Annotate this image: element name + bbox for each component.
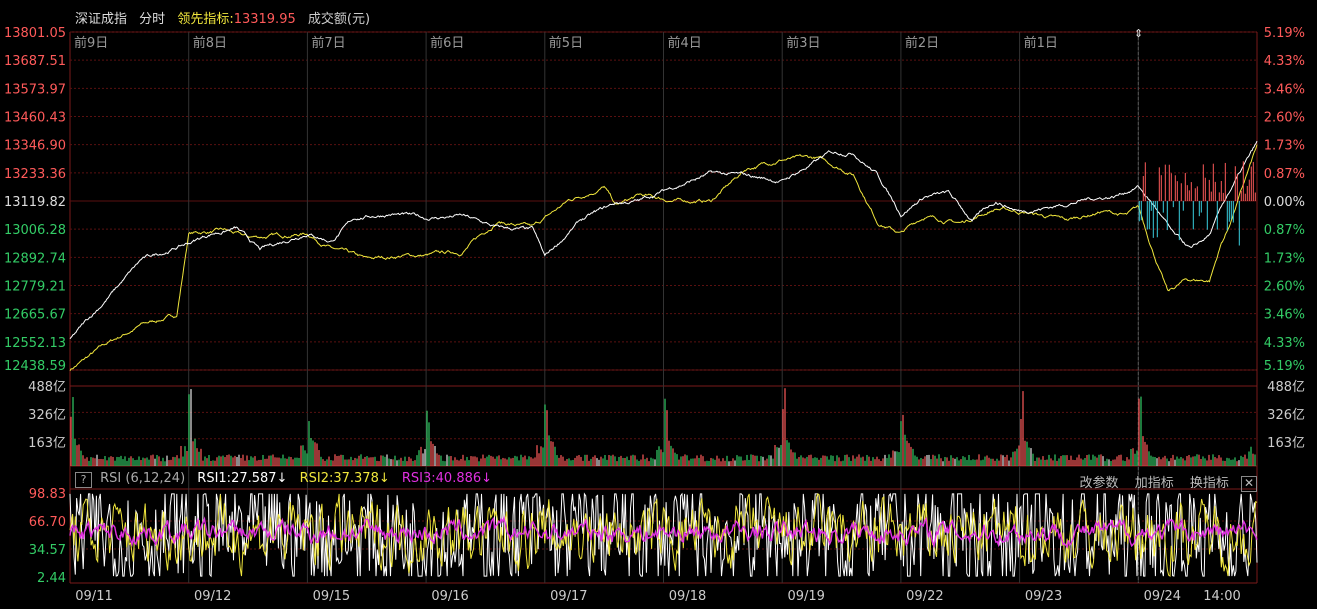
rsi-tick: 34.57 [29,543,66,558]
lead-label: 领先指标: [177,12,234,27]
edit-params-button[interactable]: 改参数 [1079,476,1119,491]
date-label: 09/18 [669,589,706,604]
date-label: 09/11 [75,589,112,604]
mode-label[interactable]: 分时 [139,12,166,27]
lead-line [69,144,1258,372]
svg-text:⇕: ⇕ [1134,27,1143,40]
chart-header: 深证成指 分时 领先指标:13319.95 成交额(元) [75,8,378,27]
date-label: 09/24 [1144,589,1181,604]
date-label: 09/19 [787,589,824,604]
price-tick: 12438.59 [4,359,66,374]
price-tick: 13801.05 [4,26,66,41]
price-tick: 12665.67 [4,308,66,323]
volume-tick: 163亿 [1267,436,1305,451]
percent-tick: 5.19% [1264,359,1305,374]
percent-tick: 2.60% [1264,111,1305,126]
help-icon[interactable]: ? [75,472,92,488]
volume-tick: 488亿 [1267,380,1305,395]
rsi-axis: 98.83 66.70 34.57 2.44 [29,487,66,586]
pin-icon[interactable]: ⇕ [1134,27,1143,40]
volume-tick: 488亿 [28,380,66,395]
grid-lines [69,31,1258,584]
rsi2-line [69,493,1258,578]
date-label: 09/12 [194,589,231,604]
rsi3-value: RSI3:40.886↓ [401,471,493,486]
session-label: 前5日 [549,35,583,51]
session-label: 前3日 [786,35,820,51]
price-tick: 13460.43 [4,111,66,126]
price-tick: 13687.51 [4,54,66,69]
lead-indicator: 领先指标: [177,12,233,27]
price-tick: 13006.28 [4,223,66,238]
price-tick: 12779.21 [4,280,66,295]
date-label: 09/22 [906,589,943,604]
add-indicator-button[interactable]: 加指标 [1134,476,1174,491]
price-tick: 12892.74 [4,251,66,266]
volume-tick: 326亿 [28,408,66,423]
percent-tick: 3.46% [1264,308,1305,323]
date-label: 14:00 [1203,589,1240,604]
rsi-tick: 98.83 [29,487,66,502]
price-tick: 13573.97 [4,82,66,97]
percent-tick: 1.73% [1264,139,1305,154]
date-label: 09/15 [313,589,350,604]
rsi1-value: RSI1:27.587↓ [197,471,288,486]
volume-label: 成交额(元) [307,12,371,27]
percent-tick: 0.00% [1264,195,1305,210]
close-icon[interactable]: ✕ [1241,476,1257,492]
date-axis: 09/11 09/12 09/15 09/16 09/17 09/18 09/19 09/22… [75,589,1240,604]
session-labels: 前9日 前8日 前7日 前6日 前5日 前4日 前3日 前2日 前1日 [74,35,1058,51]
session-label: 前4日 [668,35,702,51]
price-tick: 13346.90 [4,139,66,154]
index-name: 深证成指 [75,12,128,27]
volume-axis: 488亿 488亿 326亿 326亿 163亿 163亿 [28,380,1305,451]
session-label: 前8日 [193,35,227,51]
percent-tick: 2.60% [1264,280,1305,295]
volume-bars [70,388,1256,466]
volume-tick: 326亿 [1267,408,1305,423]
percent-tick: 5.19% [1264,26,1305,41]
today-deviation-bars [1138,161,1256,246]
session-label: 前7日 [311,35,345,51]
percent-tick: 3.46% [1264,82,1305,97]
session-label: 前6日 [430,35,464,51]
volume-tick: 163亿 [28,436,66,451]
percent-tick: 0.87% [1264,223,1305,238]
date-label: 09/17 [550,589,587,604]
price-line [69,140,1258,340]
percent-tick: 4.33% [1264,54,1305,69]
session-label: 前9日 [74,35,108,51]
rsi2-value: RSI2:37.378↓ [299,471,390,486]
rsi-tick: 2.44 [37,571,66,586]
percent-tick: 1.73% [1264,251,1305,266]
rsi-tick: 66.70 [29,515,66,530]
date-label: 09/16 [431,589,468,604]
price-axis: 13801.05 13687.51 13573.97 13460.43 13346.90… [4,26,66,374]
price-series [69,140,1258,340]
percent-axis: 5.19% 4.33% 3.46% 2.60% 1.73% 0.87% 0.00% 0.87%… [1264,26,1305,374]
switch-indicator-button[interactable]: 换指标 [1189,476,1229,491]
rsi-tools: 改参数 加指标 换指标 ✕ [1068,472,1257,492]
price-tick: 12552.13 [4,336,66,351]
rsi-toolbar: ? RSI (6,12,24) RSI1:27.587↓ RSI2:37.378… [73,471,1257,489]
percent-tick: 4.33% [1264,336,1305,351]
price-tick: 13233.36 [4,167,66,182]
rsi-lines [69,492,1258,578]
price-tick: 13119.82 [4,195,66,210]
rsi-label: RSI (6,12,24) [100,471,186,486]
session-label: 前1日 [1024,35,1058,51]
lead-series [69,144,1258,372]
session-label: 前2日 [905,35,939,51]
percent-tick: 0.87% [1264,167,1305,182]
rsi3-line [69,515,1258,549]
date-label: 09/23 [1025,589,1062,604]
lead-value: 13319.95 [233,12,296,27]
